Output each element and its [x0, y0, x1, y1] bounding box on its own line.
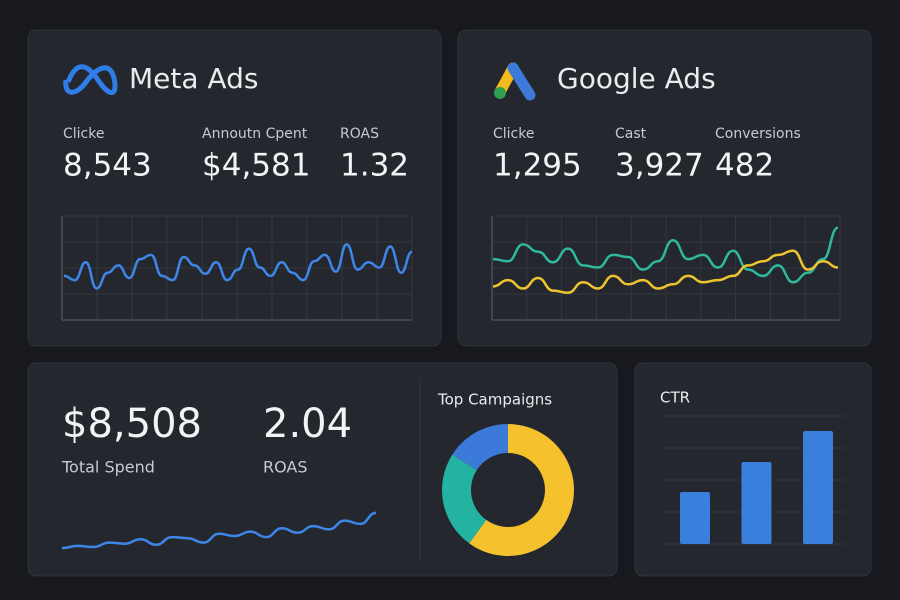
metric-value: 8,543	[63, 148, 152, 184]
ctr-bar	[803, 431, 833, 544]
metric-label: Conversions	[715, 126, 801, 142]
metric-label: Clicke	[493, 126, 534, 142]
metric-label: Clicke	[63, 126, 104, 142]
metric-value: $4,581	[202, 148, 310, 184]
donut-segment	[452, 424, 508, 471]
google-trend-line	[492, 226, 839, 284]
meta-title: Meta Ads	[129, 62, 258, 95]
spend-trend-line	[61, 511, 377, 550]
campaigns-title: Top Campaigns	[437, 391, 552, 409]
roas-value: 2.04	[263, 401, 352, 447]
donut-segment	[442, 454, 487, 544]
roas-label: ROAS	[263, 458, 308, 477]
google-trend-line	[492, 249, 839, 294]
metric-label: Cast	[615, 126, 647, 142]
spend-label: Total Spend	[61, 458, 155, 477]
metric-label: Annoutn Cpent	[202, 126, 308, 142]
metric-value: 3,927	[615, 148, 704, 184]
ctr-bar	[741, 462, 772, 544]
google-title: Google Ads	[557, 62, 716, 95]
meta-logo	[63, 64, 118, 95]
ctr-title: CTR	[660, 389, 690, 407]
ctr-bar	[680, 492, 710, 544]
metric-value: 1,295	[493, 148, 582, 184]
metric-value: 482	[715, 148, 774, 184]
spend-value: $8,508	[62, 401, 202, 447]
meta-trend-line	[63, 243, 413, 290]
metric-label: ROAS	[340, 126, 379, 142]
google-logo	[494, 62, 536, 101]
meta-card	[27, 29, 442, 347]
donut-segment	[469, 424, 574, 556]
metric-value: 1.32	[340, 148, 409, 184]
meta-grid	[61, 215, 413, 321]
